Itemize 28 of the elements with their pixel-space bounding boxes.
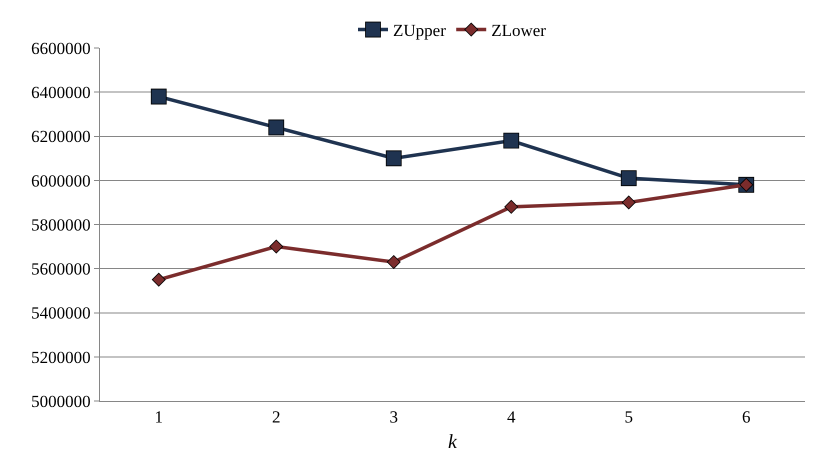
x-axis-title: k — [448, 430, 458, 453]
point — [269, 240, 284, 254]
x-tick-label: 4 — [507, 407, 516, 426]
point — [620, 170, 637, 186]
point — [386, 150, 402, 166]
x-tick-label: 3 — [390, 407, 398, 426]
y-tick-label: 5600000 — [31, 260, 91, 279]
y-tick-label: 5800000 — [31, 215, 91, 234]
x-tick-label: 5 — [624, 407, 633, 426]
y-tick-label: 6200000 — [31, 127, 91, 146]
y-tick-label: 6600000 — [31, 38, 91, 58]
legend-label: ZLower — [491, 21, 546, 40]
x-tick-label: 2 — [272, 407, 280, 426]
y-tick-label: 5200000 — [31, 348, 91, 367]
legend-label: ZUpper — [393, 21, 446, 40]
x-tick-label: 6 — [742, 407, 750, 426]
point — [152, 272, 166, 287]
point — [503, 132, 520, 149]
y-tick-label: 6400000 — [31, 83, 91, 102]
y-tick-label: 6000000 — [31, 171, 91, 190]
point — [504, 200, 518, 214]
y-tick-label: 5400000 — [31, 304, 91, 323]
point — [622, 196, 636, 210]
point — [268, 120, 284, 136]
point — [386, 255, 401, 269]
y-tick-label: 5000000 — [31, 392, 91, 411]
point — [150, 88, 167, 104]
x-tick-label: 1 — [154, 407, 163, 426]
